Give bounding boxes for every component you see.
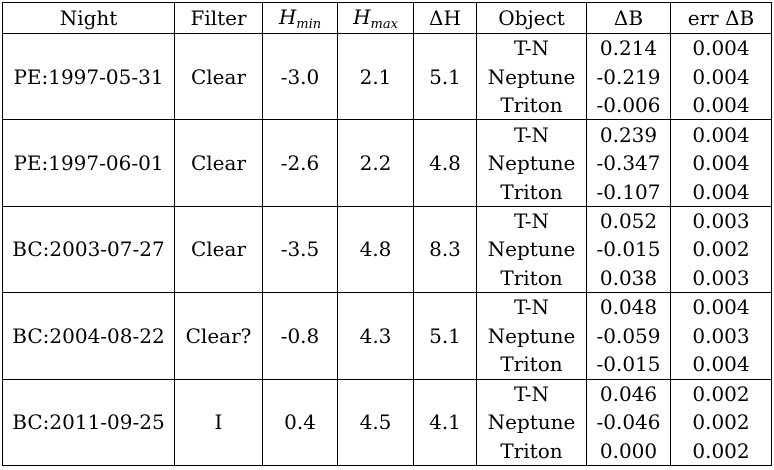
cell-hmax: 2.2 <box>337 119 414 207</box>
cell-err-delta-b: 0.004 <box>670 33 772 63</box>
cell-hmin: 0.4 <box>262 378 338 467</box>
cell-delta-h: 8.3 <box>413 205 477 294</box>
cell-delta-h: 5.1 <box>413 292 477 380</box>
cell-delta-b: 0.214 <box>586 33 671 63</box>
cell-object: Triton <box>476 177 587 207</box>
cell-delta-b: -0.347 <box>586 148 671 178</box>
header-hmax-sub: max <box>370 16 398 32</box>
cell-hmax: 2.1 <box>337 32 414 121</box>
cell-delta-b: -0.046 <box>586 408 671 437</box>
cell-delta-b: 0.052 <box>586 205 671 236</box>
cell-err-delta-b: 0.004 <box>670 292 772 322</box>
table-row: Neptune -0.015 0.002 <box>3 235 772 264</box>
cell-hmin: -3.0 <box>262 32 338 121</box>
header-delta-b: ΔB <box>586 2 671 34</box>
cell-object: T-N <box>476 205 587 236</box>
cell-delta-b: -0.015 <box>586 350 671 380</box>
cell-delta-b: 0.239 <box>586 119 671 149</box>
header-err-delta-b: err ΔB <box>670 2 772 34</box>
cell-err-delta-b: 0.002 <box>670 408 772 437</box>
cell-object: T-N <box>476 378 587 409</box>
cell-err-delta-b: 0.003 <box>670 321 772 351</box>
table-body: PE:1997-05-31 Clear -3.0 2.1 5.1 T-N 0.214 0.00… <box>2 32 772 467</box>
cell-object: Triton <box>476 263 587 294</box>
cell-delta-b: 0.000 <box>586 436 671 467</box>
cell-hmin: -3.5 <box>262 205 338 294</box>
cell-object: Triton <box>476 350 587 380</box>
cell-object: T-N <box>476 33 587 63</box>
header-object: Object <box>476 2 587 34</box>
cell-err-delta-b: 0.002 <box>670 378 772 409</box>
cell-night: BC:2003-07-27 <box>2 205 175 294</box>
header-filter: Filter <box>174 2 263 34</box>
cell-delta-b: -0.059 <box>586 321 671 351</box>
cell-object: Triton <box>476 90 587 121</box>
table-row: PE:1997-05-31 Clear -3.0 2.1 5.1 T-N 0.214 0.00… <box>2 32 772 121</box>
header-delta-h: ΔH <box>413 2 477 34</box>
cell-filter: Clear <box>174 32 263 121</box>
cell-object: T-N <box>476 292 587 322</box>
cell-object: Neptune <box>476 62 587 91</box>
cell-delta-b: 0.046 <box>586 378 671 409</box>
cell-delta-b: -0.219 <box>586 62 671 91</box>
cell-hmax: 4.8 <box>337 205 414 294</box>
cell-object: Neptune <box>476 321 587 351</box>
cell-object: Neptune <box>476 235 587 264</box>
header-hmax-base: H <box>353 4 371 29</box>
cell-object: Neptune <box>476 148 587 178</box>
header-hmin-base: H <box>278 4 297 29</box>
header-night: Night <box>2 2 175 34</box>
header-hmin: Hmin <box>262 2 338 34</box>
cell-hmin: -0.8 <box>262 292 338 380</box>
cell-err-delta-b: 0.004 <box>670 177 772 207</box>
cell-delta-b: -0.006 <box>586 90 671 121</box>
header-hmin-sub: min <box>296 16 322 32</box>
cell-filter: Clear <box>174 119 263 207</box>
cell-night: PE:1997-05-31 <box>2 32 175 121</box>
table-row: Neptune -0.347 0.004 <box>3 148 772 178</box>
table-row: BC:2004-08-22 Clear? -0.8 4.3 5.1 T-N 0.048 0.0… <box>2 292 772 380</box>
cell-delta-h: 4.1 <box>413 378 477 467</box>
cell-hmax: 4.3 <box>337 292 414 380</box>
table-row: PE:1997-06-01 Clear -2.6 2.2 4.8 T-N 0.239 0.00… <box>2 119 772 207</box>
cell-hmax: 4.5 <box>337 378 414 467</box>
table-row: Triton 0.038 0.003 <box>3 263 772 294</box>
table-row: Triton 0.000 0.002 <box>3 436 772 467</box>
cell-object: Triton <box>476 436 587 467</box>
table-row: BC:2003-07-27 Clear -3.5 4.8 8.3 T-N 0.052 0.00… <box>2 205 772 294</box>
cell-delta-b: -0.107 <box>586 177 671 207</box>
header-hmax: Hmax <box>337 2 414 34</box>
cell-object: T-N <box>476 119 587 149</box>
cell-delta-h: 4.8 <box>413 119 477 207</box>
cell-err-delta-b: 0.002 <box>670 235 772 264</box>
cell-err-delta-b: 0.004 <box>670 350 772 380</box>
table-row: Neptune -0.219 0.004 <box>3 62 772 91</box>
table-row: Triton -0.107 0.004 <box>3 177 772 207</box>
cell-err-delta-b: 0.004 <box>670 90 772 121</box>
cell-delta-b: 0.038 <box>586 263 671 294</box>
cell-night: PE:1997-06-01 <box>2 119 175 207</box>
header-row: Night Filter Hmin Hmax ΔH Object ΔB err … <box>2 2 772 34</box>
cell-filter: I <box>174 378 263 467</box>
cell-filter: Clear? <box>174 292 263 380</box>
cell-err-delta-b: 0.003 <box>670 205 772 236</box>
cell-err-delta-b: 0.002 <box>670 436 772 467</box>
cell-night: BC:2011-09-25 <box>2 378 175 467</box>
table-row: BC:2011-09-25 I 0.4 4.5 4.1 T-N 0.046 0.002 <box>2 378 772 467</box>
cell-delta-b: -0.015 <box>586 235 671 264</box>
cell-err-delta-b: 0.004 <box>670 119 772 149</box>
cell-delta-h: 5.1 <box>413 32 477 121</box>
cell-err-delta-b: 0.003 <box>670 263 772 294</box>
cell-object: Neptune <box>476 408 587 437</box>
table-row: Neptune -0.046 0.002 <box>3 408 772 437</box>
table-row: Neptune -0.059 0.003 <box>3 321 772 351</box>
cell-delta-b: 0.048 <box>586 292 671 322</box>
cell-hmin: -2.6 <box>262 119 338 207</box>
table-row: Triton -0.006 0.004 <box>3 90 772 121</box>
cell-err-delta-b: 0.004 <box>670 62 772 91</box>
cell-night: BC:2004-08-22 <box>2 292 175 380</box>
cell-err-delta-b: 0.004 <box>670 148 772 178</box>
cell-filter: Clear <box>174 205 263 294</box>
